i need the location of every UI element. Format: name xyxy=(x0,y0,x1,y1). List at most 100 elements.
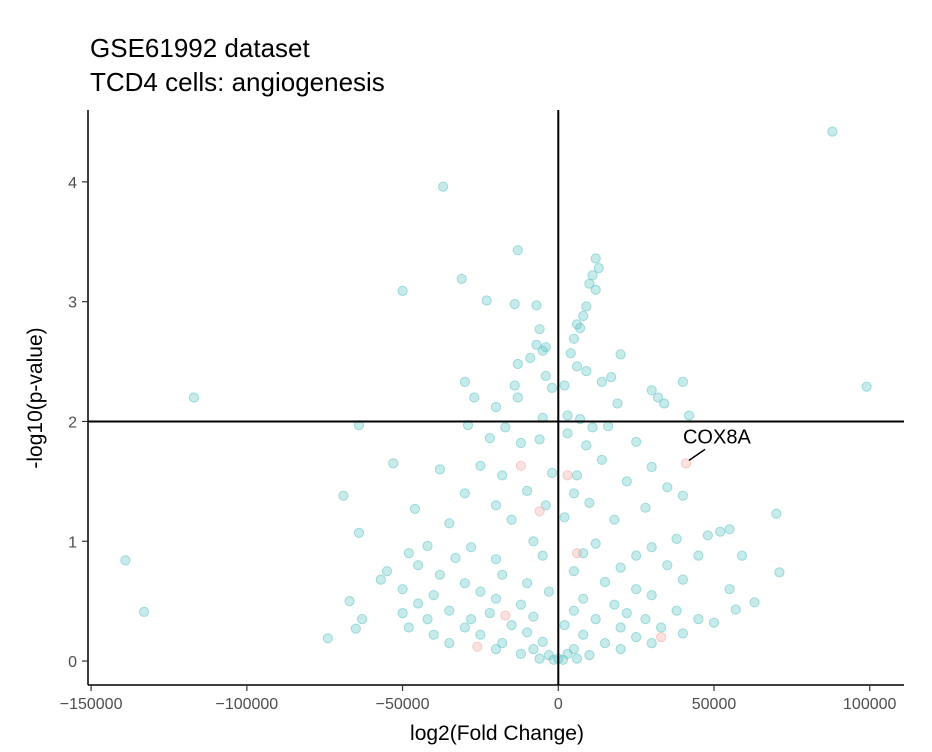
data-point xyxy=(459,376,470,387)
data-point xyxy=(506,514,517,525)
data-point xyxy=(578,593,589,604)
data-point xyxy=(409,503,421,514)
data-point xyxy=(512,358,523,370)
data-point xyxy=(537,636,548,648)
data-point xyxy=(353,527,365,539)
data-point xyxy=(590,253,601,264)
data-point xyxy=(459,488,470,499)
data-point xyxy=(599,638,611,649)
data-point xyxy=(677,490,689,501)
highlight-point xyxy=(534,506,545,517)
data-point xyxy=(593,263,604,274)
data-point xyxy=(456,273,467,284)
data-point xyxy=(559,380,570,391)
data-point xyxy=(509,299,520,310)
data-point xyxy=(646,385,657,396)
data-point xyxy=(652,392,664,403)
data-point xyxy=(590,538,601,549)
data-point xyxy=(434,464,445,475)
data-point xyxy=(188,392,199,403)
data-point xyxy=(490,402,502,413)
data-point xyxy=(397,584,408,595)
data-point xyxy=(621,608,632,619)
data-point xyxy=(509,380,520,391)
data-point xyxy=(444,605,455,616)
chart-subtitle: TCD4 cells: angiogenesis xyxy=(90,67,385,97)
reference-lines xyxy=(88,110,904,685)
data-point xyxy=(596,376,608,387)
data-point xyxy=(434,569,445,580)
data-point xyxy=(350,623,361,634)
data-point xyxy=(612,398,623,409)
data-point xyxy=(475,629,486,640)
data-point xyxy=(490,644,502,655)
data-point xyxy=(484,433,495,444)
data-point xyxy=(522,627,533,638)
data-point xyxy=(646,542,657,553)
x-axis-title: log2(Fold Change) xyxy=(410,722,584,745)
data-point xyxy=(559,512,570,523)
data-point xyxy=(571,470,583,481)
data-point xyxy=(497,638,508,649)
data-point xyxy=(459,622,470,633)
data-point xyxy=(344,596,355,607)
data-point xyxy=(749,597,760,608)
data-point xyxy=(438,181,449,192)
data-point xyxy=(615,562,626,573)
data-point xyxy=(475,460,486,471)
data-point xyxy=(684,410,695,421)
data-point xyxy=(515,599,527,610)
data-point xyxy=(428,590,439,601)
data-point xyxy=(646,590,657,601)
data-point xyxy=(581,301,592,312)
data-point xyxy=(397,285,408,296)
data-point xyxy=(515,437,527,449)
x-tick-label: −50000 xyxy=(376,696,430,713)
data-point xyxy=(571,361,583,372)
data-point xyxy=(603,421,614,432)
data-point xyxy=(590,284,601,295)
data-point xyxy=(584,650,595,661)
data-point xyxy=(662,560,673,571)
data-point xyxy=(522,485,533,496)
data-point xyxy=(403,548,414,559)
data-point xyxy=(568,566,580,577)
data-point xyxy=(490,593,502,604)
data-point xyxy=(381,566,393,577)
data-point xyxy=(571,653,583,664)
data-point xyxy=(640,614,651,625)
data-point xyxy=(581,440,592,451)
data-point xyxy=(662,482,673,493)
data-point xyxy=(640,502,651,513)
data-point xyxy=(562,428,573,439)
data-point xyxy=(609,514,620,525)
y-tick-label: 2 xyxy=(68,414,77,431)
data-point xyxy=(631,584,642,595)
data-point xyxy=(422,540,433,552)
data-point xyxy=(475,586,486,597)
data-point xyxy=(736,550,748,561)
highlight-point xyxy=(571,548,583,559)
data-point xyxy=(497,569,508,580)
data-point xyxy=(578,629,589,640)
data-point xyxy=(466,542,477,553)
data-point xyxy=(548,654,559,665)
data-point xyxy=(590,614,601,625)
data-point xyxy=(568,333,580,344)
y-axis-title: -log10(p-value) xyxy=(24,327,47,468)
data-point xyxy=(587,270,598,281)
data-point xyxy=(537,345,548,356)
data-point xyxy=(528,611,539,622)
data-point xyxy=(587,422,598,433)
data-point xyxy=(702,530,713,541)
data-point xyxy=(512,245,523,256)
data-point xyxy=(708,617,720,628)
data-point xyxy=(724,584,735,595)
data-point xyxy=(528,536,539,547)
data-point xyxy=(403,622,414,633)
x-tick-label: 50000 xyxy=(692,696,737,713)
data-point xyxy=(534,653,545,664)
data-point xyxy=(771,508,782,519)
data-point xyxy=(568,605,580,616)
